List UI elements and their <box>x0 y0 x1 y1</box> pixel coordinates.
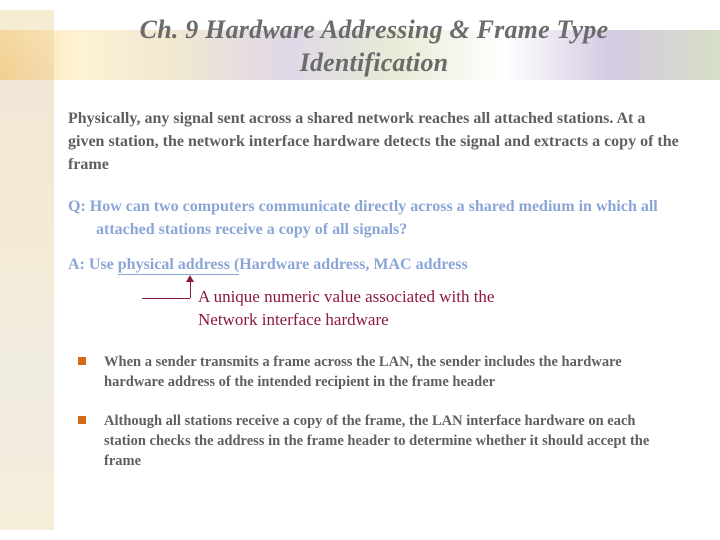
answer-underlined: physical address ( <box>118 256 240 275</box>
list-item: Although all stations receive a copy of … <box>68 411 680 472</box>
intro-paragraph: Physically, any signal sent across a sha… <box>68 107 680 177</box>
answer-line: A: Use physical address (Hardware addres… <box>68 253 680 276</box>
answer-prefix: A: Use <box>68 256 118 273</box>
annotation-arrow-icon <box>142 278 192 302</box>
question-line: Q: How can two computers communicate dir… <box>96 195 680 241</box>
annotation-line1: A unique numeric value associated with t… <box>198 286 680 309</box>
slide-container: Ch. 9 Hardware Addressing & Frame Type I… <box>0 0 720 540</box>
annotation-line2: Network interface hardware <box>198 309 680 332</box>
bullet-list: When a sender transmits a frame across t… <box>68 352 680 471</box>
slide-title: Ch. 9 Hardware Addressing & Frame Type I… <box>68 14 680 79</box>
answer-rest: Hardware address, MAC address <box>239 256 467 273</box>
annotation-block: A unique numeric value associated with t… <box>198 286 680 332</box>
qa-block: Q: How can two computers communicate dir… <box>68 195 680 277</box>
list-item: When a sender transmits a frame across t… <box>68 352 680 393</box>
